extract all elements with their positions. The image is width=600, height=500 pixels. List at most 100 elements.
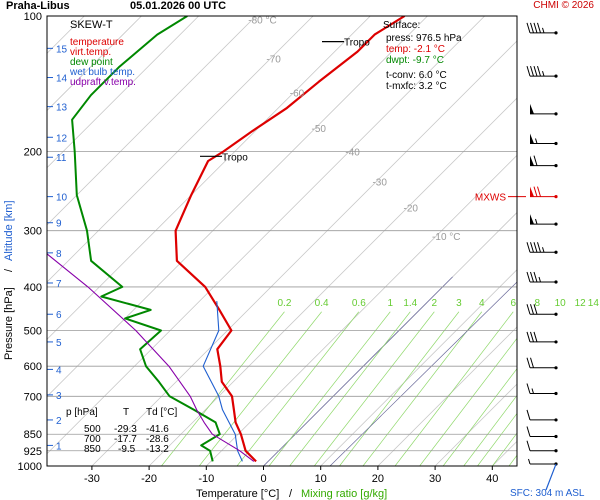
mixing-ratio-line <box>236 311 360 466</box>
mixing-ratio-line <box>463 394 517 466</box>
isotherm-line <box>550 16 600 466</box>
mixing-ratio-line <box>442 368 517 466</box>
altitude-tick-label: 1 <box>56 441 62 452</box>
wind-barb <box>526 242 558 254</box>
profile-line <box>174 16 406 463</box>
wind-barb-feather <box>526 271 531 283</box>
pressure-tick-label: 500 <box>24 326 42 338</box>
mixing-ratio-line <box>394 311 514 466</box>
wind-barb-feather <box>533 186 538 197</box>
legend-item: wet bulb temp. <box>69 67 135 78</box>
wind-barb-feather <box>530 22 534 33</box>
wind-barb-feather <box>526 409 531 421</box>
surface-tmxfc: t-mxfc: 3.2 °C <box>386 81 447 92</box>
mixing-ratio-label: 12 <box>575 298 587 309</box>
tropopause-label: Tropo <box>222 152 248 163</box>
wind-barb-feather <box>526 331 531 343</box>
altitude-tick-label: 3 <box>56 391 62 402</box>
wind-barb-flag <box>530 186 534 197</box>
wind-barb-feather <box>533 331 538 343</box>
profile-line <box>202 301 243 462</box>
y-axis-title: Pressure [hPa] / Altitude [km] <box>3 200 15 360</box>
altitude-tick-label: 2 <box>56 416 62 427</box>
altitude-tick-label: 14 <box>56 74 68 85</box>
mixing-ratio-label: 4 <box>479 298 485 309</box>
surface-wind-line <box>545 463 557 491</box>
legend-item: temperature <box>70 37 124 48</box>
altitude-tick-label: 15 <box>56 44 68 55</box>
table-cell-t: -17.7 <box>114 434 137 445</box>
table-cell-td: -28.6 <box>146 434 169 445</box>
wind-barb <box>526 304 558 316</box>
wind-barb-feather <box>537 242 541 253</box>
isotherm-line <box>148 97 517 466</box>
altitude-tick-label: 12 <box>56 133 68 144</box>
wind-barb-feather <box>537 65 541 77</box>
mixing-ratio-label: 3 <box>456 298 462 309</box>
wind-barb-feather <box>533 155 538 166</box>
x-tick-label: 10 <box>315 473 327 485</box>
x-tick-label: -20 <box>141 473 157 485</box>
pressure-tick-label: 925 <box>24 446 42 458</box>
x-tick-label: 30 <box>429 473 441 485</box>
mixing-ratio-label: 1.4 <box>403 298 417 309</box>
table-cell-td: -41.6 <box>146 424 169 435</box>
mixing-ratio-lines <box>161 281 600 466</box>
y-axis-label: Pressure [hPa] <box>3 287 15 360</box>
mixing-ratio-line <box>508 454 517 466</box>
wind-barb-feather <box>537 186 541 197</box>
adiabat-line <box>329 281 517 466</box>
altitude-tick-label: 4 <box>56 365 62 376</box>
isotherm-line <box>47 16 428 398</box>
surface-temp: temp: -2.1 °C <box>386 44 445 55</box>
wind-barb-feather <box>530 304 534 315</box>
table-cell-td: -13.2 <box>146 444 169 455</box>
table-cell-t: -29.3 <box>114 424 137 435</box>
mixing-ratio-label: 8 <box>535 298 541 309</box>
surface-press: press: 976.5 hPa <box>386 33 462 44</box>
isotherm-line <box>47 16 371 340</box>
isotherm-label: -50 <box>312 124 327 135</box>
wind-barb-flag <box>530 133 534 144</box>
isotherm-label: -10 °C <box>432 232 460 243</box>
wind-barb <box>530 214 558 226</box>
wind-barb-feather <box>533 304 538 315</box>
x-tick-label: 40 <box>486 473 498 485</box>
mixing-ratio-label: 1 <box>387 298 393 309</box>
wind-barb-half-feather <box>542 247 545 253</box>
isotherm-label: -30 <box>372 177 387 188</box>
x-tick-label: -10 <box>198 473 214 485</box>
altitude-tick-label: 6 <box>56 310 62 321</box>
wind-barb <box>526 409 558 422</box>
isotherm-line <box>47 16 257 226</box>
mixing-ratio-label: 0.2 <box>278 298 292 309</box>
isotherm-line <box>47 16 199 169</box>
wind-barb-feather <box>530 65 534 77</box>
altitude-tick-label: 11 <box>56 153 67 164</box>
wind-barb <box>526 331 558 344</box>
mixing-ratio-line <box>339 311 460 466</box>
wind-barb <box>526 65 558 78</box>
plot-frame <box>46 15 518 467</box>
wind-barb-feather <box>526 304 531 315</box>
mixing-ratio-label: 0.4 <box>315 298 329 309</box>
wind-barb-flag <box>530 155 534 166</box>
summary-table: p [hPa] T Td [°C] 500 -29.3 -41.6 700 -1… <box>66 407 177 455</box>
altitude-tick-label: 9 <box>56 219 62 230</box>
altitude-tick-label: 5 <box>56 338 62 349</box>
x-tick-label: -30 <box>84 473 100 485</box>
wind-barb-feather <box>530 331 534 343</box>
mxws-label: MXWS <box>475 193 506 204</box>
pressure-tick-label: 850 <box>24 429 42 441</box>
surface-info: Surface: press: 976.5 hPa temp: -2.1 °C … <box>383 20 462 92</box>
wind-barb-feather <box>533 242 538 253</box>
plot-area <box>47 16 517 466</box>
wind-barb-half-feather <box>528 458 531 465</box>
wind-barb-feather <box>533 271 538 283</box>
mixing-ratio-label: 6 <box>510 298 516 309</box>
table-header-p: p [hPa] <box>66 407 98 418</box>
mixing-ratio-line <box>528 312 600 466</box>
wind-barb-feather <box>533 22 538 33</box>
x-tick-label: 0 <box>260 473 266 485</box>
